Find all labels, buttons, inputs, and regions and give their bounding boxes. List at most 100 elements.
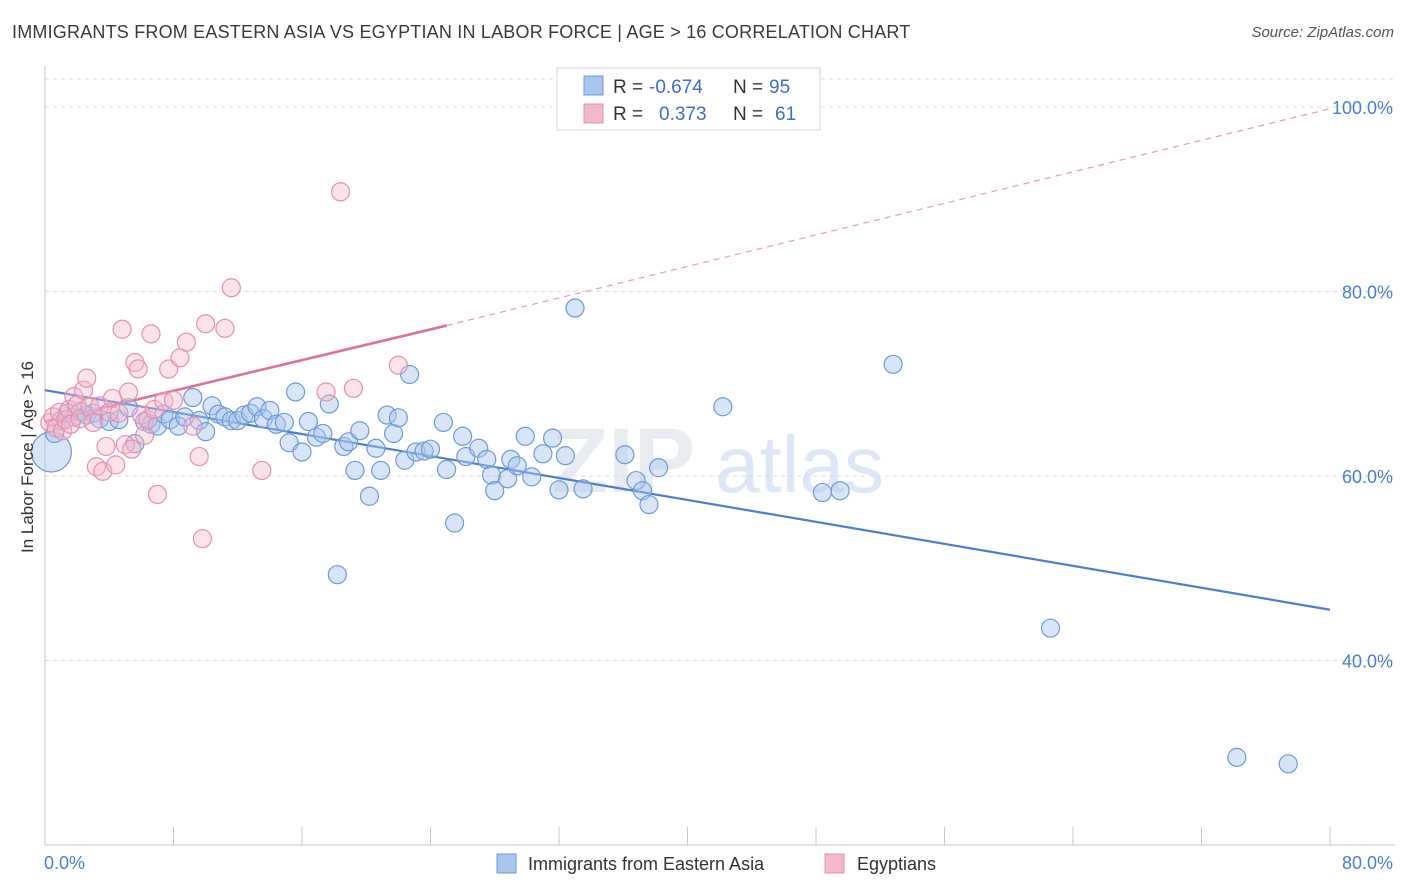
legend-n-value-1: 95 bbox=[769, 77, 790, 98]
data-point bbox=[106, 455, 126, 475]
data-point bbox=[319, 394, 339, 414]
y-axis-label: In Labor Force | Age > 16 bbox=[18, 361, 37, 553]
data-point bbox=[436, 459, 457, 480]
series-legend-swatch-blue bbox=[496, 853, 517, 874]
data-point bbox=[573, 479, 593, 499]
data-point bbox=[1227, 747, 1247, 767]
data-point bbox=[515, 426, 535, 446]
data-point bbox=[247, 397, 267, 417]
data-point bbox=[469, 438, 489, 458]
legend-r-value-2: 0.373 bbox=[659, 104, 707, 125]
data-point bbox=[163, 390, 184, 410]
data-point bbox=[109, 403, 129, 423]
data-point bbox=[138, 410, 158, 430]
data-point bbox=[485, 481, 505, 501]
data-point bbox=[366, 438, 386, 458]
trend-line-egyptians-extension bbox=[446, 108, 1331, 327]
data-point bbox=[313, 423, 333, 444]
data-point bbox=[73, 380, 94, 400]
data-point bbox=[196, 314, 216, 334]
y-tick-labels: 40.0% 60.0% 80.0% 100.0% bbox=[1332, 98, 1393, 672]
data-point bbox=[330, 182, 351, 202]
data-point bbox=[125, 434, 145, 454]
data-point bbox=[183, 387, 203, 408]
data-point bbox=[433, 412, 453, 433]
data-point bbox=[830, 481, 850, 501]
data-point bbox=[215, 318, 235, 338]
data-point bbox=[154, 391, 174, 411]
data-point bbox=[555, 446, 576, 466]
data-point bbox=[147, 484, 168, 505]
data-point bbox=[306, 427, 327, 447]
data-point bbox=[316, 382, 336, 402]
data-point bbox=[77, 368, 97, 388]
watermark: ZIP atlas bbox=[552, 410, 884, 512]
legend-n-label-2: N = bbox=[733, 104, 763, 125]
data-point bbox=[343, 378, 363, 398]
data-point bbox=[345, 460, 365, 481]
data-point bbox=[192, 529, 213, 549]
data-point bbox=[122, 439, 142, 459]
legend-swatch-blue bbox=[583, 75, 604, 96]
data-point bbox=[383, 423, 404, 444]
data-point bbox=[377, 405, 397, 425]
data-point bbox=[565, 298, 585, 318]
data-point bbox=[252, 460, 272, 481]
data-point bbox=[189, 446, 209, 467]
grid-lines bbox=[45, 78, 1395, 661]
data-point bbox=[507, 456, 527, 476]
data-point bbox=[1278, 754, 1298, 774]
data-point bbox=[112, 319, 132, 339]
data-point bbox=[414, 441, 434, 461]
y-tick-label: 100.0% bbox=[1332, 98, 1393, 118]
data-point bbox=[327, 565, 347, 585]
data-point bbox=[215, 407, 235, 427]
data-point bbox=[1040, 618, 1061, 638]
data-point bbox=[371, 460, 391, 481]
data-point bbox=[221, 278, 241, 298]
data-point bbox=[626, 470, 646, 491]
correlation-legend: R = -0.674 N = 95 R = 0.373 N = 61 bbox=[556, 67, 821, 131]
data-point bbox=[176, 332, 196, 352]
data-point bbox=[498, 469, 518, 489]
legend-n-value-2: 61 bbox=[775, 104, 796, 125]
legend-r-label-2: R = bbox=[613, 104, 643, 125]
x-tick-labels: 0.0% 80.0% bbox=[44, 853, 1393, 873]
data-point bbox=[420, 439, 441, 459]
data-point bbox=[118, 382, 139, 402]
data-point bbox=[359, 486, 380, 506]
y-tick-label: 40.0% bbox=[1342, 651, 1393, 671]
data-point bbox=[883, 354, 903, 374]
data-point bbox=[134, 425, 155, 445]
legend-swatch-pink bbox=[583, 103, 604, 124]
source-label: Source: ZipAtlas.com bbox=[1251, 24, 1394, 41]
data-point bbox=[61, 414, 81, 434]
data-point bbox=[648, 458, 669, 478]
series-legend-label-2: Egyptians bbox=[857, 854, 936, 874]
data-point bbox=[481, 465, 502, 485]
data-point bbox=[266, 414, 286, 434]
data-point bbox=[477, 449, 497, 469]
data-point bbox=[274, 412, 294, 433]
chart-title: IMMIGRANTS FROM EASTERN ASIA VS EGYPTIAN… bbox=[12, 22, 911, 42]
trend-line-egyptians bbox=[44, 324, 447, 423]
y-tick-label: 60.0% bbox=[1342, 467, 1393, 487]
data-point bbox=[533, 444, 553, 464]
data-point bbox=[549, 480, 569, 500]
trend-lines bbox=[44, 108, 1331, 611]
data-point bbox=[96, 436, 116, 457]
x-tick-label-start: 0.0% bbox=[44, 853, 85, 873]
data-point bbox=[812, 482, 833, 503]
data-point bbox=[298, 411, 319, 432]
watermark-atlas: atlas bbox=[715, 420, 884, 509]
data-point bbox=[388, 408, 408, 428]
data-point bbox=[406, 442, 426, 462]
series-egyptians bbox=[40, 182, 408, 549]
data-point bbox=[350, 421, 370, 441]
data-point bbox=[713, 397, 733, 417]
data-point bbox=[128, 359, 148, 379]
data-point bbox=[144, 399, 164, 420]
legend-r-label-1: R = bbox=[613, 77, 643, 98]
data-point bbox=[615, 445, 635, 465]
